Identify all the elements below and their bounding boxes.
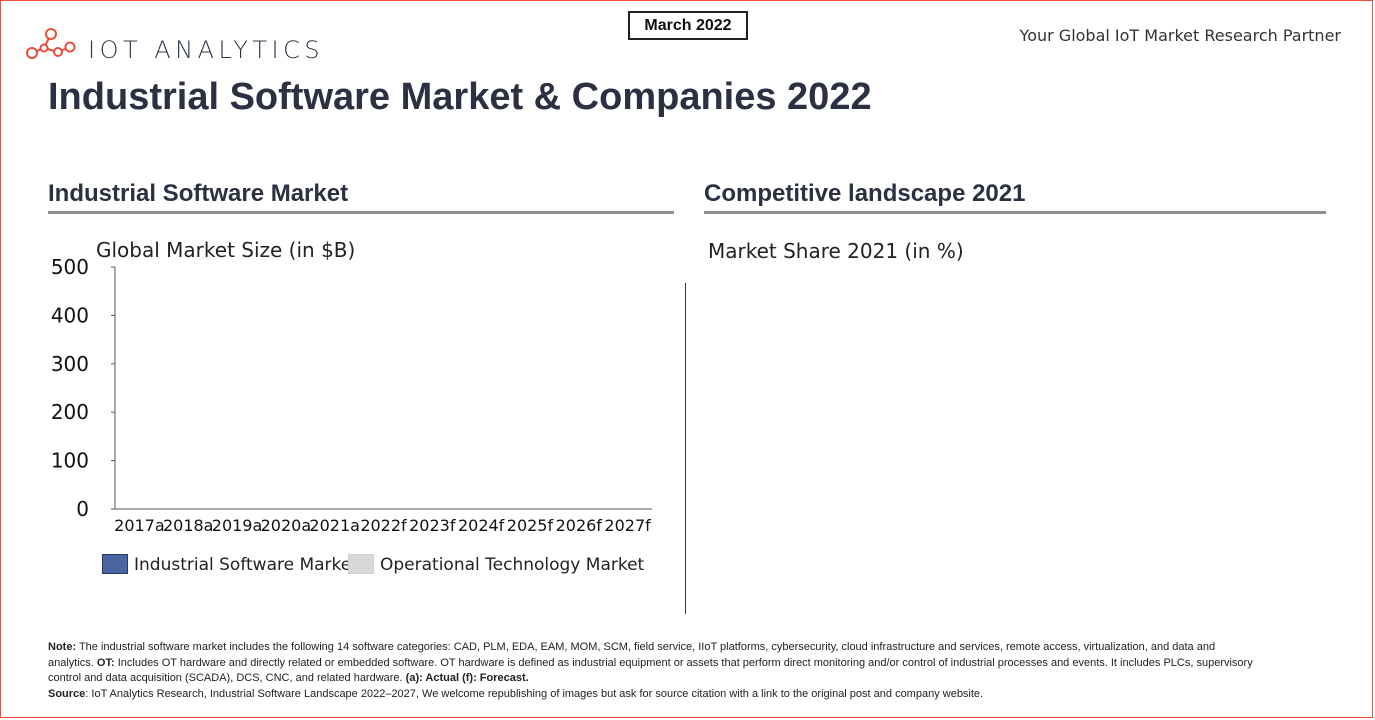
x-tick-label: 2018a xyxy=(163,516,214,535)
x-tick-label: 2025f xyxy=(507,516,554,535)
logo-text: IOT ANALYTICS xyxy=(88,36,325,64)
forecast-label: (a): Actual (f): Forecast. xyxy=(405,672,529,684)
left-section-title: Industrial Software Market xyxy=(48,180,349,207)
legend-swatch-industrial-software xyxy=(102,554,128,574)
market-size-bar-chart: 0 100 200 300 400 500 2017a2018a2019a2020a2021… xyxy=(51,255,652,535)
molecule-network-icon xyxy=(26,28,76,59)
x-tick-label: 2024f xyxy=(458,516,505,535)
x-tick-label: 2017a xyxy=(114,516,165,535)
market-share-subtitle: Market Share 2021 (in %) xyxy=(708,239,964,263)
right-section-rule xyxy=(704,211,1326,214)
x-tick-label: 2026f xyxy=(556,516,603,535)
section-divider xyxy=(685,283,686,614)
y-tick-label: 300 xyxy=(51,352,89,376)
x-tick-label: 2023f xyxy=(409,516,456,535)
footnote-note: Note: The industrial software market inc… xyxy=(48,640,1263,687)
y-tick-label: 500 xyxy=(51,255,89,279)
note-text: The industrial software market includes … xyxy=(48,641,1216,669)
tagline: Your Global IoT Market Research Partner xyxy=(1019,26,1341,45)
chart-subtitle: Global Market Size (in $B) xyxy=(96,238,356,262)
y-tick-label: 200 xyxy=(51,400,89,424)
ot-text: Includes OT hardware and directly relate… xyxy=(48,656,1253,685)
y-tick-label: 400 xyxy=(51,303,89,327)
page-title: Industrial Software Market & Companies 2… xyxy=(48,76,872,118)
note-label: Note: xyxy=(48,641,77,653)
source-label: Source xyxy=(48,687,86,700)
legend-swatch-operational-technology xyxy=(348,554,374,574)
source-text: : IoT Analytics Research, Industrial Sof… xyxy=(85,687,984,700)
y-tick-label: 0 xyxy=(76,497,89,521)
footnote: Note: The industrial software market inc… xyxy=(48,640,1263,702)
right-section-title: Competitive landscape 2021 xyxy=(704,180,1026,207)
legend-label-industrial-software: Industrial Software Market xyxy=(134,555,358,575)
x-tick-label: 2027f xyxy=(604,516,651,535)
left-section-rule xyxy=(48,211,674,214)
ot-label: OT: xyxy=(96,656,115,669)
x-tick-label: 2021a xyxy=(309,516,360,535)
x-tick-label: 2020a xyxy=(261,516,312,535)
x-tick-label: 2019a xyxy=(212,516,263,535)
y-tick-label: 100 xyxy=(51,449,89,473)
legend-label-operational-technology: Operational Technology Market xyxy=(380,555,645,575)
x-tick-label: 2022f xyxy=(360,516,407,535)
footnote-source: Source: IoT Analytics Research, Industri… xyxy=(48,687,1263,703)
date-badge: March 2022 xyxy=(628,11,748,40)
